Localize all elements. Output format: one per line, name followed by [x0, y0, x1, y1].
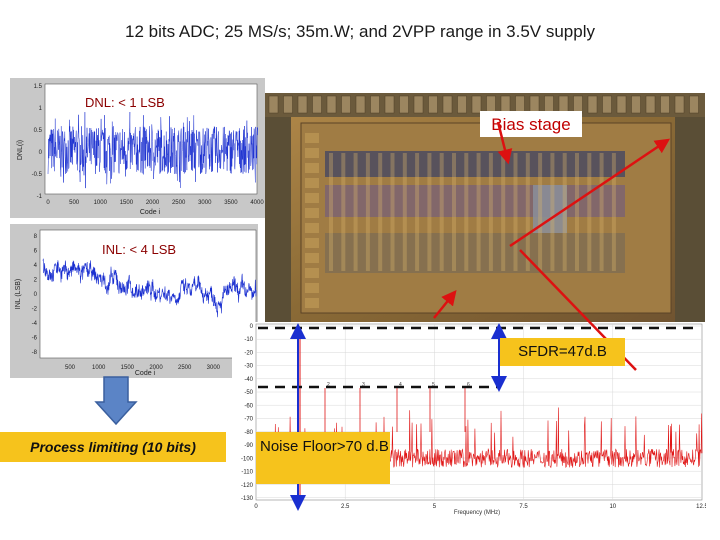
noise-floor-label: Noise Floor>70 d.B — [256, 432, 390, 484]
sfdr-label: SFDR=47d.B — [500, 338, 625, 366]
dnl-x-tick: 2500 — [172, 200, 186, 206]
spectrum-x-ticks: 0 2.5 5 7.5 10 12.5 — [254, 504, 706, 510]
die-row-3 — [325, 233, 625, 273]
spectrum-y-tick: -130 — [241, 496, 254, 502]
dnl-x-tick: 3000 — [198, 200, 212, 206]
spectrum-y-tick: -10 — [244, 337, 253, 343]
spectrum-y-tick: -50 — [244, 390, 253, 396]
spectrum-y-tick: -70 — [244, 417, 253, 423]
spectrum-y-tick: -80 — [244, 430, 253, 436]
spectrum-plot: 0 -10 -20 -30 -40 -50 -60 -70 -80 -90 -100 -110 -120… — [232, 322, 706, 518]
spectrum-y-tick: -20 — [244, 350, 253, 356]
inl-x-tick: 2500 — [178, 365, 192, 371]
bias-arrow-1 — [496, 121, 513, 165]
harmonic-mark: 6 — [467, 382, 470, 388]
inl-y-tick: 0 — [34, 292, 38, 298]
spectrum-y-tick: -120 — [241, 483, 254, 489]
inl-x-tick: 1500 — [121, 365, 135, 371]
dnl-x-tick: 2000 — [146, 200, 160, 206]
die-photo: Bias stage — [265, 93, 705, 325]
inl-y-tick: -8 — [32, 350, 38, 356]
inl-x-tick: 2000 — [149, 365, 163, 371]
dnl-y-tick: 0.5 — [34, 128, 43, 134]
spectrum-grid — [256, 324, 702, 500]
inl-x-tick: 500 — [65, 365, 76, 371]
spectrum-y-tick: -90 — [244, 443, 253, 449]
inl-y-ticks: 8 6 4 2 0 -2 -4 -6 -8 — [32, 234, 38, 356]
down-arrow-icon — [94, 376, 138, 426]
dnl-y-label: DNL(i) — [17, 140, 24, 160]
harmonic-mark: 3 — [362, 382, 365, 388]
inl-x-tick: 3000 — [207, 365, 221, 371]
dnl-x-tick: 0 — [46, 200, 50, 206]
spectrum-y-tick: -30 — [244, 364, 253, 370]
dnl-x-tick: 3500 — [224, 200, 238, 206]
slide-title: 12 bits ADC; 25 MS/s; 35m.W; and 2VPP ra… — [125, 22, 595, 41]
bias-stage-box — [480, 111, 582, 137]
inl-y-tick: -4 — [32, 321, 38, 327]
inl-plot-area — [39, 229, 257, 359]
dnl-y-ticks: 1.5 1 0.5 0 -0.5 -1 — [32, 84, 43, 200]
spectrum-x-label: Frequency (MHz) — [454, 510, 500, 516]
dnl-x-tick: 1500 — [120, 200, 134, 206]
inl-y-tick: -6 — [32, 336, 38, 342]
spectrum-y-ticks: 0 -10 -20 -30 -40 -50 -60 -70 -80 -90 -100 -110 -120… — [241, 324, 254, 502]
inl-y-tick: -2 — [32, 307, 38, 313]
inl-y-tick: 6 — [34, 249, 38, 255]
dnl-y-tick: 0 — [39, 150, 43, 156]
spectrum-x-tick: 5 — [433, 504, 437, 510]
dnl-trace — [47, 111, 258, 189]
spectrum-x-tick: 2.5 — [341, 504, 350, 510]
inl-label: INL: < 4 LSB — [102, 242, 176, 257]
dnl-y-tick: -0.5 — [32, 172, 43, 178]
spectrum-y-tick: -40 — [244, 377, 253, 383]
dnl-y-tick: 1 — [39, 106, 43, 112]
harmonic-marks: 2 3 4 5 6 — [324, 382, 470, 432]
die-block — [533, 185, 567, 233]
spectrum-x-tick: 7.5 — [519, 504, 528, 510]
dnl-label: DNL: < 1 LSB — [85, 95, 165, 110]
inl-x-label: Code i — [135, 370, 156, 377]
process-limiting-note: Process limiting (10 bits) — [0, 432, 226, 462]
spectrum-x-tick: 0 — [254, 504, 258, 510]
inl-y-tick: 4 — [34, 263, 38, 269]
bias-arrow-2 — [509, 138, 671, 248]
dnl-x-tick: 4000 — [250, 200, 264, 206]
dnl-y-tick: 1.5 — [34, 84, 43, 90]
inl-x-tick: 1000 — [92, 365, 106, 371]
inl-y-label: INL (LSB) — [15, 279, 22, 309]
dnl-x-label: Code i — [140, 209, 161, 216]
bias-arrow-4 — [433, 290, 457, 319]
spectrum-y-tick: 0 — [250, 324, 254, 330]
dnl-x-ticks: 0 500 1000 1500 2000 2500 3000 3500 4000 — [46, 200, 264, 206]
die-row-1 — [325, 151, 625, 177]
dnl-x-tick: 1000 — [94, 200, 108, 206]
spectrum-y-tick: -100 — [241, 456, 254, 462]
harmonic-mark: 4 — [399, 382, 402, 388]
harmonic-mark: 5 — [432, 382, 435, 388]
dnl-y-tick: -1 — [37, 194, 43, 200]
spectrum-x-tick: 10 — [609, 504, 616, 510]
spectrum-x-tick: 12.5 — [696, 504, 706, 510]
bias-stage-label: Bias stage — [491, 115, 570, 134]
spectrum-y-tick: -60 — [244, 403, 253, 409]
dnl-x-tick: 500 — [69, 200, 80, 206]
inl-trace — [42, 258, 257, 318]
spectrum-y-tick: -110 — [241, 470, 253, 476]
harmonic-mark: 2 — [327, 382, 330, 388]
dnl-plot: 1.5 1 0.5 0 -0.5 -1 0 500 1000 1500 2000 2500 3000 3… — [10, 78, 265, 218]
inl-y-tick: 8 — [34, 234, 38, 240]
inl-y-tick: 2 — [34, 278, 38, 284]
